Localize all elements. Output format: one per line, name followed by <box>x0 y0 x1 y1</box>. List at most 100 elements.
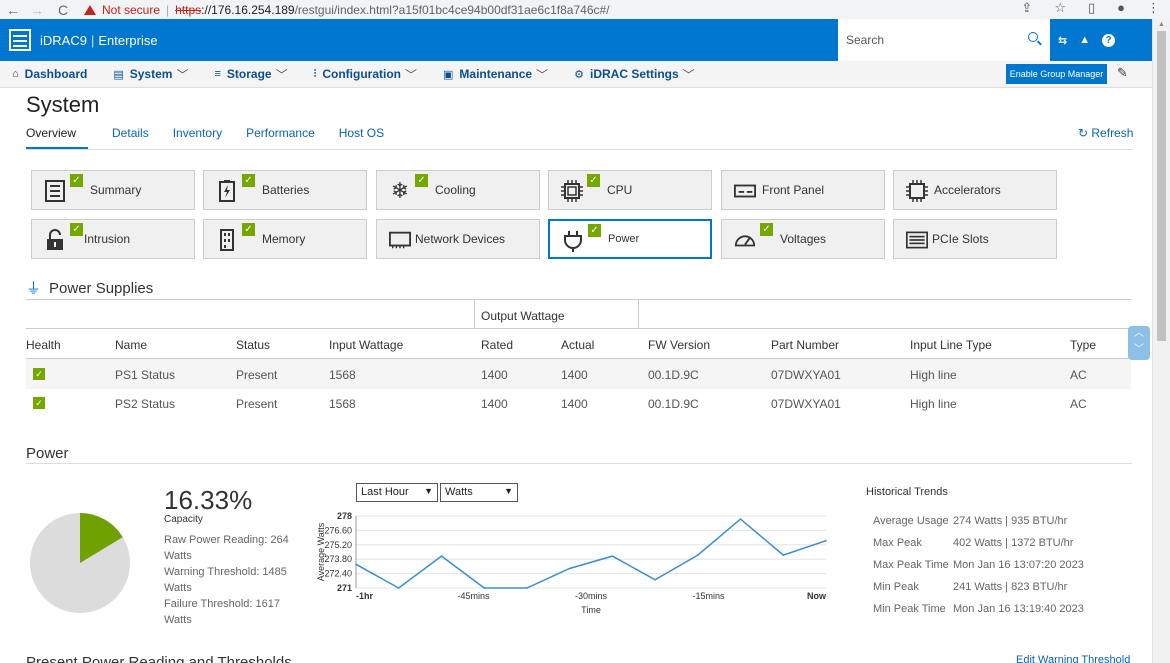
chevron-down-icon: ﹀ <box>275 67 288 82</box>
raw-reading: Raw Power Reading: 264 <box>164 534 289 546</box>
memory-icon <box>216 229 238 251</box>
col-input-line-type[interactable]: Input Line Type <box>910 338 992 352</box>
time-range-select[interactable]: Last Hour ▼ <box>356 483 438 502</box>
col-health[interactable]: Health <box>26 338 61 352</box>
pin-icon[interactable]: ✎ <box>1117 65 1128 80</box>
hist-value: Mon Jan 16 13:07:20 2023 <box>953 559 1084 571</box>
health-check-icon: ✓ <box>587 174 600 187</box>
user-icon[interactable]: ▲ <box>1079 34 1091 46</box>
page-title: System <box>26 92 100 117</box>
raw-reading-unit: Watts <box>164 550 192 562</box>
health-check-icon: ✓ <box>70 174 83 187</box>
tile-accelerators[interactable]: Accelerators <box>893 170 1057 210</box>
nav-idrac-settings[interactable]: ⚙ iDRAC Settings ﹀ <box>574 66 695 83</box>
nav-label: Storage <box>226 67 272 81</box>
edit-warning-threshold-link[interactable]: Edit Warning Threshold <box>1016 654 1131 663</box>
help-icon[interactable]: ? <box>1102 33 1116 47</box>
address-bar[interactable]: https://176.16.254.189/restgui/index.htm… <box>175 3 609 17</box>
security-indicator[interactable]: Not secure <box>84 3 166 17</box>
tile-front-panel[interactable]: Front Panel <box>721 170 885 210</box>
brand-edition: Enterprise <box>98 32 158 48</box>
search-icon[interactable] <box>1028 32 1038 42</box>
nav-configuration[interactable]: ⫶ Configuration ﹀ <box>314 66 417 83</box>
scrollbar-thumb[interactable] <box>1157 31 1166 341</box>
tile-power[interactable]: ✓ Power <box>548 219 712 259</box>
search-placeholder: Search <box>846 33 885 47</box>
col-part-number[interactable]: Part Number <box>771 338 840 352</box>
col-type[interactable]: Type <box>1070 338 1097 352</box>
back-button[interactable]: ← <box>6 1 20 18</box>
hist-label: Average Usage <box>873 515 949 527</box>
url-host: ://176.16.254.189 <box>201 2 295 17</box>
tile-summary[interactable]: ✓ Summary <box>31 170 195 210</box>
nav-maintenance[interactable]: ▣ Maintenance ﹀ <box>443 66 548 83</box>
share-icon[interactable]: ⇪ <box>1021 0 1033 15</box>
sidebar-icon[interactable]: ▯ <box>1087 0 1096 15</box>
forward-button[interactable]: → <box>30 1 44 18</box>
bookmark-star-icon[interactable]: ☆ <box>1054 0 1066 15</box>
jobs-icon[interactable]: ⇆ <box>1058 34 1068 47</box>
tab-inventory[interactable]: Inventory <box>172 126 223 140</box>
nav-dashboard[interactable]: ⌂ Dashboard <box>12 67 87 81</box>
tile-memory[interactable]: ✓ Memory <box>203 219 367 259</box>
chevron-up-icon[interactable]: ︿ <box>1134 328 1144 339</box>
refresh-icon: ↻ <box>1078 126 1092 140</box>
gauge-icon <box>734 229 756 251</box>
col-actual[interactable]: Actual <box>561 338 595 352</box>
x-tick-label: -1hr <box>356 591 374 601</box>
search-input[interactable]: Search <box>838 19 1050 61</box>
enable-group-manager-button[interactable]: Enable Group Manager <box>1006 64 1107 84</box>
col-fw-version[interactable]: FW Version <box>648 338 711 352</box>
col-rated[interactable]: Rated <box>481 338 514 352</box>
tab-performance[interactable]: Performance <box>246 126 315 140</box>
tile-cooling[interactable]: ❄ ✓ Cooling <box>376 170 540 210</box>
y-tick-label: 272.40 <box>324 569 352 579</box>
tab-details[interactable]: Details <box>112 126 149 140</box>
unit-select[interactable]: Watts ▼ <box>440 483 518 502</box>
tile-intrusion[interactable]: ✓ Intrusion <box>31 219 195 259</box>
nav-label: Maintenance <box>459 67 533 81</box>
table-row[interactable]: ✓ PS1 Status Present 1568 1400 1400 00.1… <box>26 359 1131 389</box>
chevron-down-icon: ﹀ <box>536 67 549 82</box>
series-line <box>355 518 827 589</box>
hist-max-peak: Max Peak 402 Watts | 1372 BTU/hr <box>873 537 1073 549</box>
table-row[interactable]: ✓ PS2 Status Present 1568 1400 1400 00.1… <box>26 388 1131 418</box>
page-scrollbar[interactable]: ▲ <box>1152 19 1170 663</box>
tile-network-devices[interactable]: Network Devices <box>376 219 540 259</box>
scroll-up-icon[interactable]: ▲ <box>1158 21 1165 28</box>
table-scroll-control[interactable]: ︿ ﹀ <box>1128 326 1150 360</box>
table-group-header: Output Wattage <box>26 299 1131 329</box>
refresh-button[interactable]: ↻ Refresh <box>1078 126 1133 140</box>
brand: iDRAC9 | Enterprise <box>40 33 158 48</box>
nav-system[interactable]: ▤ System ﹀ <box>113 66 188 83</box>
x-tick-label: -30mins <box>575 591 608 601</box>
hist-max-peak-time: Max Peak Time Mon Jan 16 13:07:20 2023 <box>873 559 1084 571</box>
tab-host-os[interactable]: Host OS <box>338 126 385 140</box>
chevron-down-icon: ▼ <box>504 486 513 496</box>
power-supplies-heading: ⏚ Power Supplies <box>26 277 153 298</box>
chevron-down-icon: ﹀ <box>682 67 695 82</box>
col-name[interactable]: Name <box>115 338 148 352</box>
data-point <box>568 567 571 570</box>
profile-icon[interactable]: ● <box>1117 0 1125 15</box>
hist-min-peak-time: Min Peak Time Mon Jan 16 13:19:40 2023 <box>873 603 1084 615</box>
col-input-wattage[interactable]: Input Wattage <box>329 338 404 352</box>
summary-icon <box>44 180 66 202</box>
battery-icon <box>216 180 238 202</box>
chevron-down-icon[interactable]: ﹀ <box>1134 344 1144 355</box>
nav-storage[interactable]: ≡ Storage ﹀ <box>214 66 287 83</box>
tile-batteries[interactable]: ✓ Batteries <box>203 170 367 210</box>
tile-pcie-slots[interactable]: PCIe Slots <box>893 219 1057 259</box>
hist-value: Mon Jan 16 13:19:40 2023 <box>953 603 1084 615</box>
menu-icon[interactable]: ⋮ <box>1147 0 1160 15</box>
tile-voltages[interactable]: ✓ Voltages <box>721 219 885 259</box>
cpu-icon <box>561 180 583 202</box>
failure-threshold: Failure Threshold: 1617 <box>164 598 280 610</box>
cell-input: 1568 <box>329 397 356 411</box>
col-status[interactable]: Status <box>236 338 271 352</box>
reload-button[interactable]: C <box>57 1 69 18</box>
tile-label: Front Panel <box>762 183 825 197</box>
tile-cpu[interactable]: ✓ CPU <box>548 170 712 210</box>
section-divider <box>26 463 1132 464</box>
tab-overview[interactable]: Overview <box>26 126 89 150</box>
